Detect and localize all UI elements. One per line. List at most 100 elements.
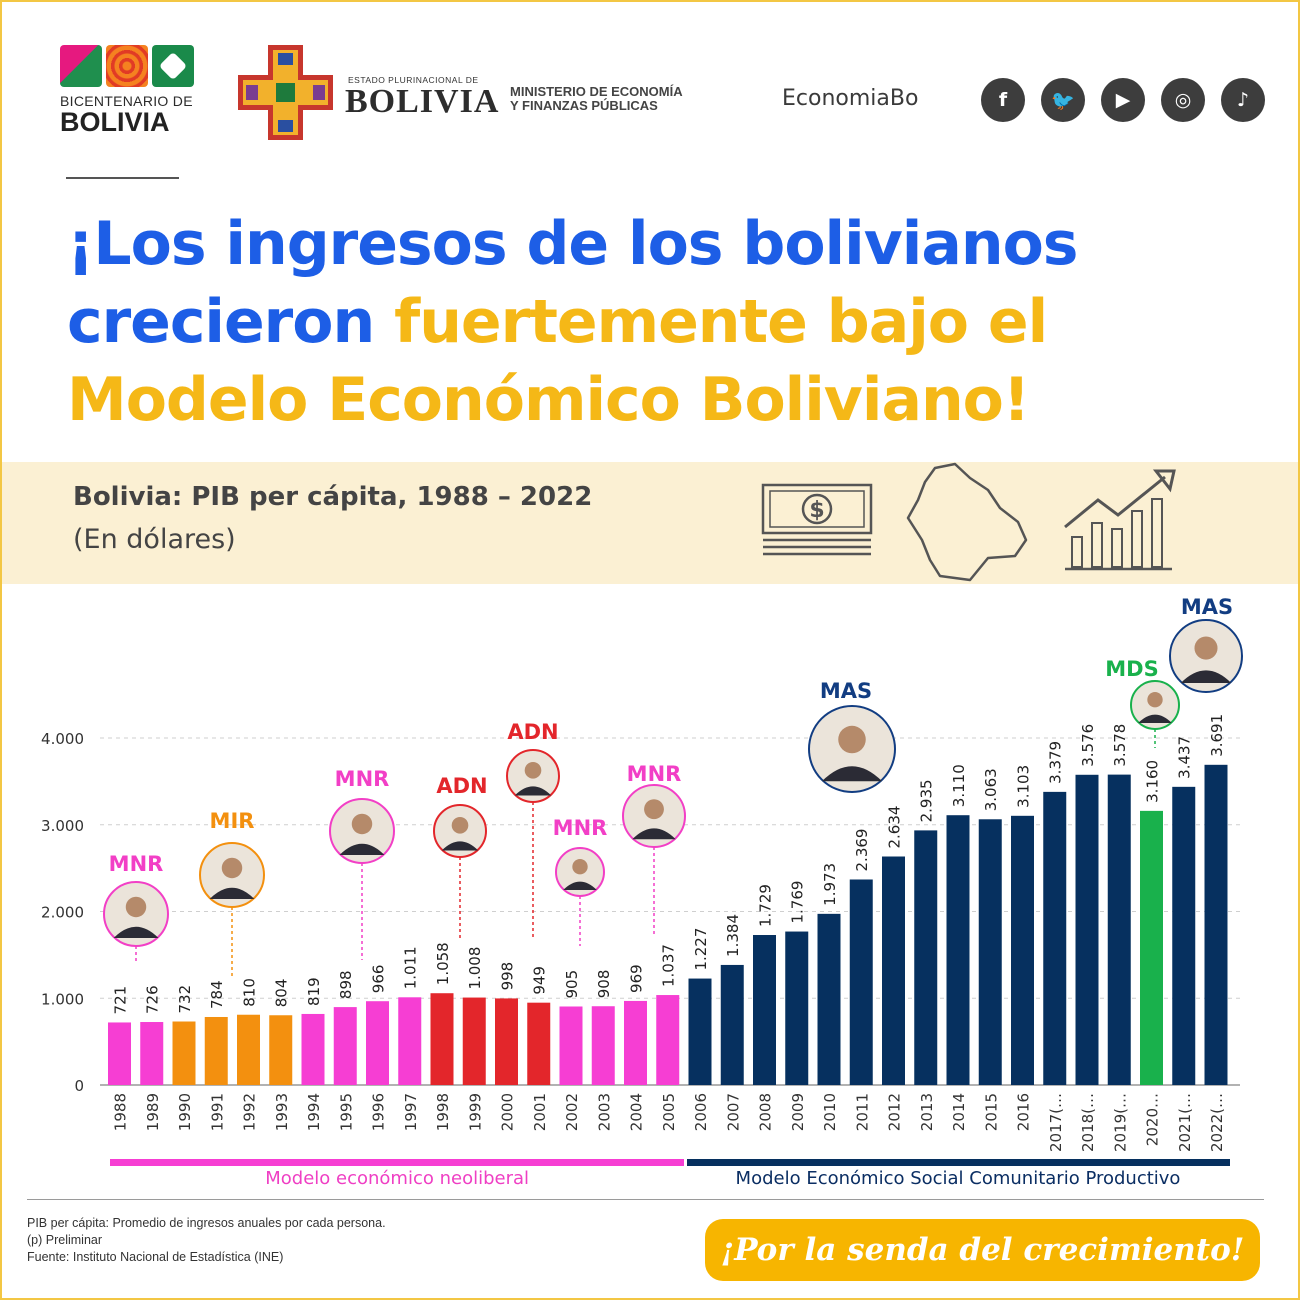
category-label: 2002 [563,1093,581,1131]
value-label: 804 [273,979,291,1008]
tiktok-icon[interactable]: ♪ [1221,78,1265,122]
value-label: 3.578 [1111,724,1129,767]
party-label: MIR [210,809,255,833]
svg-text:$: $ [809,498,824,523]
value-label: 810 [241,978,259,1007]
value-label: 1.037 [660,944,678,987]
twitter-icon[interactable]: 🐦 [1041,78,1085,122]
category-label: 2012 [886,1093,904,1131]
money-icon: $ [761,483,873,556]
value-label: 949 [531,966,549,995]
category-label: 1989 [144,1093,162,1131]
footnote-source: Fuente: Instituto Nacional de Estadístic… [27,1250,284,1264]
headline: ¡Los ingresos de los bolivianos creciero… [67,205,1247,439]
y-tick-label: 2.000 [41,904,84,922]
party-label: MDS [1105,657,1158,681]
ministerio-line2: Y FINANZAS PÚBLICAS [510,98,658,113]
party-label: MNR [335,767,390,791]
headline-part2: fuertemente bajo el Modelo Económico Bol… [67,287,1048,435]
chakana-icon [238,45,333,140]
bar [108,1022,131,1085]
value-label: 2.935 [918,779,936,822]
portrait-head-icon [1194,636,1218,660]
bar [527,1002,551,1085]
value-label: 1.058 [434,942,452,985]
category-label: 2015 [982,1093,1000,1131]
category-label: 1990 [176,1093,194,1131]
value-label: 998 [499,962,517,991]
value-label: 732 [176,985,194,1014]
value-label: 1.384 [724,914,742,957]
portrait-body-icon [339,843,385,855]
category-label: 2001 [531,1093,549,1131]
bar [140,1022,164,1085]
category-label: 2008 [757,1093,775,1131]
category-label: 1998 [434,1093,452,1131]
value-label: 966 [370,965,388,994]
category-label: 2020… [1144,1093,1162,1146]
party-label: MAS [1181,595,1233,619]
category-label: 2021(… [1176,1093,1194,1152]
diamond-icon [152,45,194,87]
portrait-head-icon [524,761,542,779]
category-label: 1992 [241,1093,259,1131]
portrait-body-icon [632,828,676,840]
bolivia-map-icon [906,462,1028,582]
portrait-head-icon [125,896,147,918]
portrait-body-icon [113,926,159,938]
y-tick-label: 3.000 [41,817,84,835]
value-label: 3.437 [1176,736,1194,779]
bar [204,1016,228,1085]
category-label: 2006 [692,1093,710,1131]
category-label: 2019(… [1111,1093,1129,1152]
portrait-body-icon [821,766,883,782]
value-label: 905 [563,970,581,999]
value-label: 3.576 [1079,724,1097,767]
portrait-body-icon [1180,670,1232,683]
portrait-body-icon [563,881,597,890]
party-label: MNR [627,762,682,786]
value-label: 3.379 [1047,741,1065,784]
instagram-icon[interactable]: ◎ [1161,78,1205,122]
portrait-head-icon [838,725,866,754]
bar [978,819,1002,1085]
bar [785,931,809,1085]
party-label: MNR [553,816,608,840]
category-label: 2004 [628,1093,646,1131]
value-label: 908 [595,970,613,999]
bar [591,1006,615,1085]
segment-bar [110,1159,685,1166]
value-label: 1.769 [789,881,807,924]
bar [237,1014,260,1085]
bicentenario-label: BICENTENARIO DE [60,93,193,109]
segment-label: Modelo económico neoliberal [265,1168,530,1189]
party-label: ADN [507,720,558,744]
party-label: ADN [436,774,487,798]
bar [559,1006,583,1085]
value-label: 3.110 [950,764,968,807]
spiral-icon [106,45,148,87]
bar [946,815,970,1085]
chart-subtitle: Bolivia: PIB per cápita, 1988 – 2022 [73,482,593,512]
gdp-per-capita-chart: 0 1.000 2.000 3.000 4.000 721 1988 726 1989 732 19… [41,595,1243,1152]
value-label: 721 [112,986,130,1015]
category-label: 2010 [821,1093,839,1131]
facebook-icon[interactable]: f [981,78,1025,122]
bolivia-wordmark: BOLIVIA [345,83,500,120]
category-label: 1996 [370,1093,388,1131]
youtube-icon[interactable]: ▶ [1101,78,1145,122]
category-label: 1993 [273,1093,291,1131]
portrait-head-icon [221,857,243,879]
category-label: 1997 [402,1093,420,1131]
value-label: 969 [628,964,646,993]
category-label: 1995 [337,1093,355,1131]
bar [398,997,422,1085]
portrait-head-icon [451,816,469,834]
portrait-body-icon [209,887,255,899]
bar [1043,791,1067,1085]
value-label: 819 [305,977,323,1006]
category-label: 2007 [724,1093,742,1131]
footnote-definition: PIB per cápita: Promedio de ingresos anu… [27,1216,386,1230]
bar [914,830,938,1085]
bar [1107,774,1131,1085]
